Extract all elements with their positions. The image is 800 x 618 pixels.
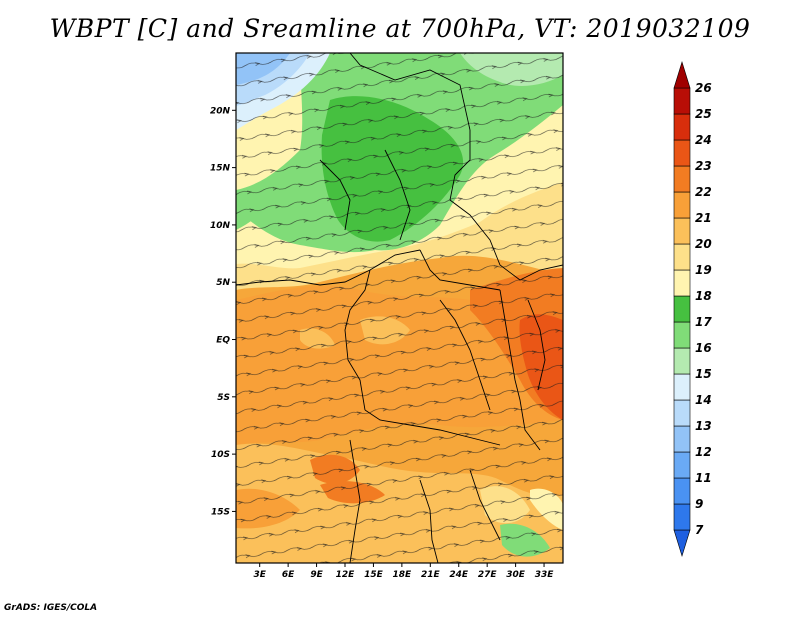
colorbar-segment [673,269,691,297]
colorbar-segment [673,165,691,193]
colorbar-label: 17 [695,315,712,329]
colorbar-label: 9 [695,497,703,511]
colorbar-segment [673,529,691,558]
colorbar-segment [673,321,691,349]
lon-tick-label: 15E [364,570,384,580]
colorbar-segment [673,373,691,401]
colorbar-label: 15 [695,367,712,381]
lon-tick-label: 33E [535,570,555,580]
colorbar-segment [673,60,691,89]
colorbar-label: 12 [695,445,712,459]
colorbar-label: 22 [695,185,712,199]
colorbar-label: 18 [695,289,712,303]
map-title: WBPT [C] and Sreamline at 700hPa, VT: 20… [49,14,751,43]
lat-tick-label: 10S [211,450,230,460]
lat-tick-label: 20N [210,106,231,116]
colorbar-segment [673,399,691,427]
colorbar-segment [673,87,691,115]
lon-tick-label: 12E [336,570,356,580]
colorbar-label: 11 [695,471,712,485]
colorbar-label: 7 [695,523,704,537]
colorbar-segment [673,217,691,245]
lon-tick-label: 6E [282,570,295,580]
lon-tick-label: 27E [478,570,498,580]
lat-tick-label: 5N [216,278,230,288]
colorbar-segment [673,191,691,219]
colorbar-label: 24 [695,133,712,147]
lat-tick-label: EQ [216,336,230,346]
colorbar-segment [673,477,691,505]
colorbar-segment [673,425,691,453]
colorbar-label: 23 [695,159,712,173]
lon-tick-label: 9E [310,570,323,580]
lon-tick-label: 30E [506,570,526,580]
lat-tick-label: 15S [211,507,230,517]
lat-tick-label: 5S [217,393,230,403]
grads-credit: GrADS: IGES/COLA [4,603,98,613]
map-frame [235,52,564,564]
colorbar-segment [673,139,691,167]
colorbar: 7 9 11 12 13 14 15 16 17 18 19 20 21 22 23 24 25 26 [673,60,712,558]
colorbar-label: 20 [695,237,712,251]
colorbar-label: 16 [695,341,712,355]
lon-tick-label: 24E [449,570,469,580]
lon-tick-label: 3E [253,570,266,580]
colorbar-label: 25 [695,107,712,121]
lat-tick-label: 15N [210,164,231,174]
longitude-axis: 3E 6E 9E 12E 15E 18E 21E 24E 27E 30E 33E [253,563,554,580]
colorbar-segment [673,113,691,141]
colorbar-label: 14 [695,393,712,407]
colorbar-label: 21 [695,211,712,225]
colorbar-segment [673,347,691,375]
colorbar-segment [673,295,691,323]
colorbar-segment [673,451,691,479]
colorbar-label: 13 [695,419,712,433]
lon-tick-label: 18E [393,570,413,580]
lat-tick-label: 10N [210,221,231,231]
wbpt-field [236,53,563,563]
colorbar-label: 26 [695,81,712,95]
colorbar-label: 19 [695,263,712,277]
lon-tick-label: 21E [421,570,441,580]
colorbar-segment [673,503,691,531]
latitude-axis: 20N 15N 10N 5N EQ 5S 10S 15S [210,106,236,517]
colorbar-segment [673,243,691,271]
